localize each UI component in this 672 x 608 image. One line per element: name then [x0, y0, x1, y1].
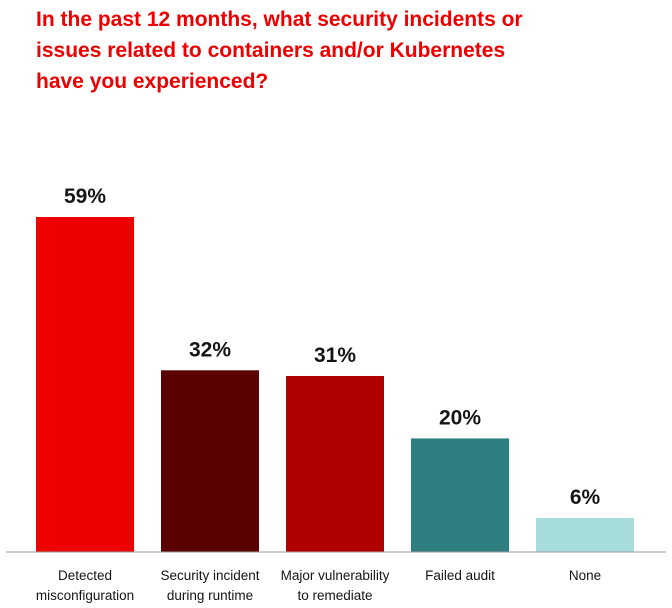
bar-4: [536, 517, 634, 552]
value-label-2: 31%: [314, 344, 356, 367]
value-label-4: 6%: [570, 486, 601, 509]
category-label-1-line-0: Security incident: [160, 568, 259, 583]
bar-0: [36, 217, 134, 552]
value-label-1: 32%: [189, 338, 231, 361]
category-label-1: Security incident during runtime: [160, 568, 259, 603]
category-label-0-line-1: misconfiguration: [36, 588, 134, 603]
chart-title-line-3: have you experienced?: [36, 70, 269, 93]
category-label-0-line-0: Detected: [58, 568, 112, 583]
category-label-4: None: [569, 568, 601, 583]
category-label-3: Failed audit: [425, 568, 495, 583]
chart-title: In the past 12 months, what security inc…: [36, 4, 596, 97]
category-label-1-line-1: during runtime: [167, 588, 253, 603]
chart-title-line-2: issues related to containers and/or Kube…: [36, 39, 506, 62]
bars-group: 59% Detected misconfiguration 32% Security i…: [36, 185, 634, 603]
category-label-4-line-0: None: [569, 568, 601, 583]
value-label-0: 59%: [64, 185, 106, 208]
category-label-0: Detected misconfiguration: [36, 568, 134, 603]
bar-1: [161, 370, 259, 552]
category-label-3-line-0: Failed audit: [425, 568, 495, 583]
bar-3: [411, 438, 509, 552]
bar-2: [286, 375, 384, 552]
category-label-2: Major vulnerability to remediate: [281, 568, 390, 603]
chart-title-line-1: In the past 12 months, what security inc…: [36, 8, 523, 31]
category-label-2-line-0: Major vulnerability: [281, 568, 390, 583]
value-label-3: 20%: [439, 406, 481, 429]
category-label-2-line-1: to remediate: [297, 588, 372, 603]
